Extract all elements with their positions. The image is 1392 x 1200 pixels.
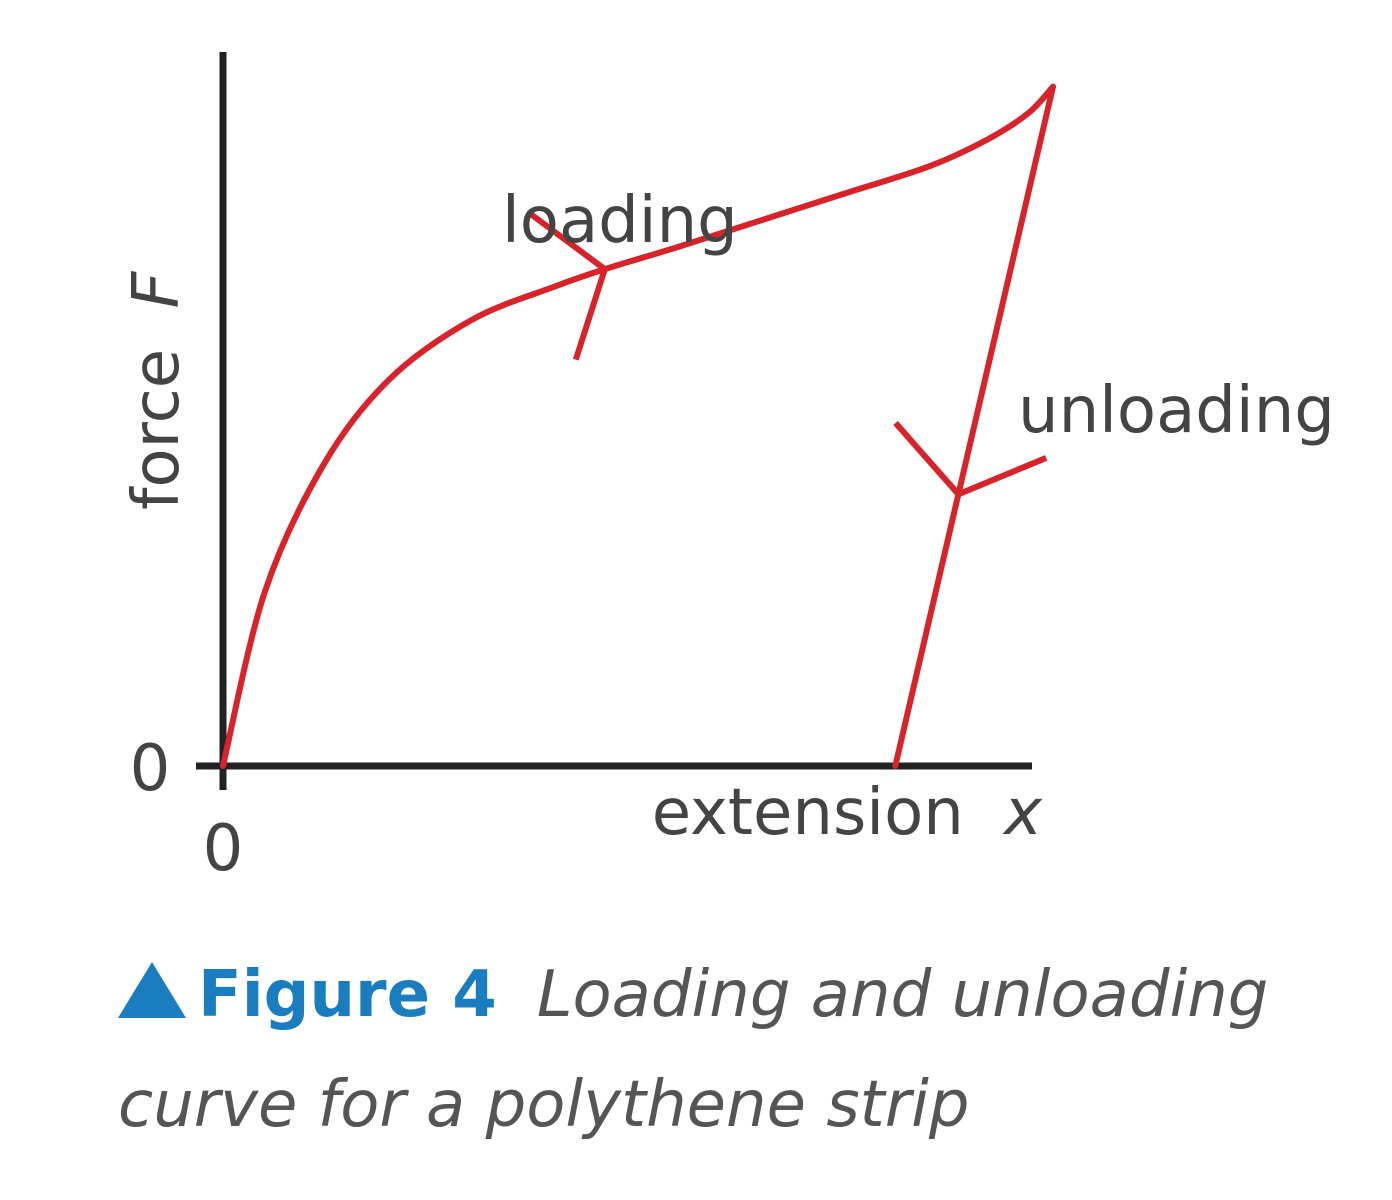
- x-tick-label-zero: 0: [203, 812, 244, 886]
- y-axis-label-symbol: F: [120, 271, 194, 309]
- blue-triangle-icon: [118, 962, 186, 1018]
- figure-caption: Figure 4 Loading and unloading curve for …: [118, 940, 1338, 1160]
- x-axis-label: extension x: [652, 776, 1043, 850]
- annotation-unloading: unloading: [1018, 374, 1335, 448]
- x-axis-label-symbol: x: [1002, 776, 1043, 850]
- y-axis-label-text: force: [120, 349, 194, 510]
- arrow-marker-unloading: [893, 420, 1048, 498]
- x-axis-label-text: extension: [652, 776, 964, 850]
- figure-number: Figure 4: [198, 958, 497, 1032]
- figure-caption-text: Loading and unloading curve for a polyth…: [118, 958, 1269, 1142]
- plot-layer: loading unloading: [220, 83, 1335, 769]
- series-line-unloading: [892, 83, 1056, 769]
- arrow-marker-loading: [526, 210, 609, 361]
- y-tick-label-zero: 0: [130, 732, 171, 806]
- annotation-loading: loading: [502, 184, 738, 258]
- y-axis-label: force F: [120, 271, 194, 511]
